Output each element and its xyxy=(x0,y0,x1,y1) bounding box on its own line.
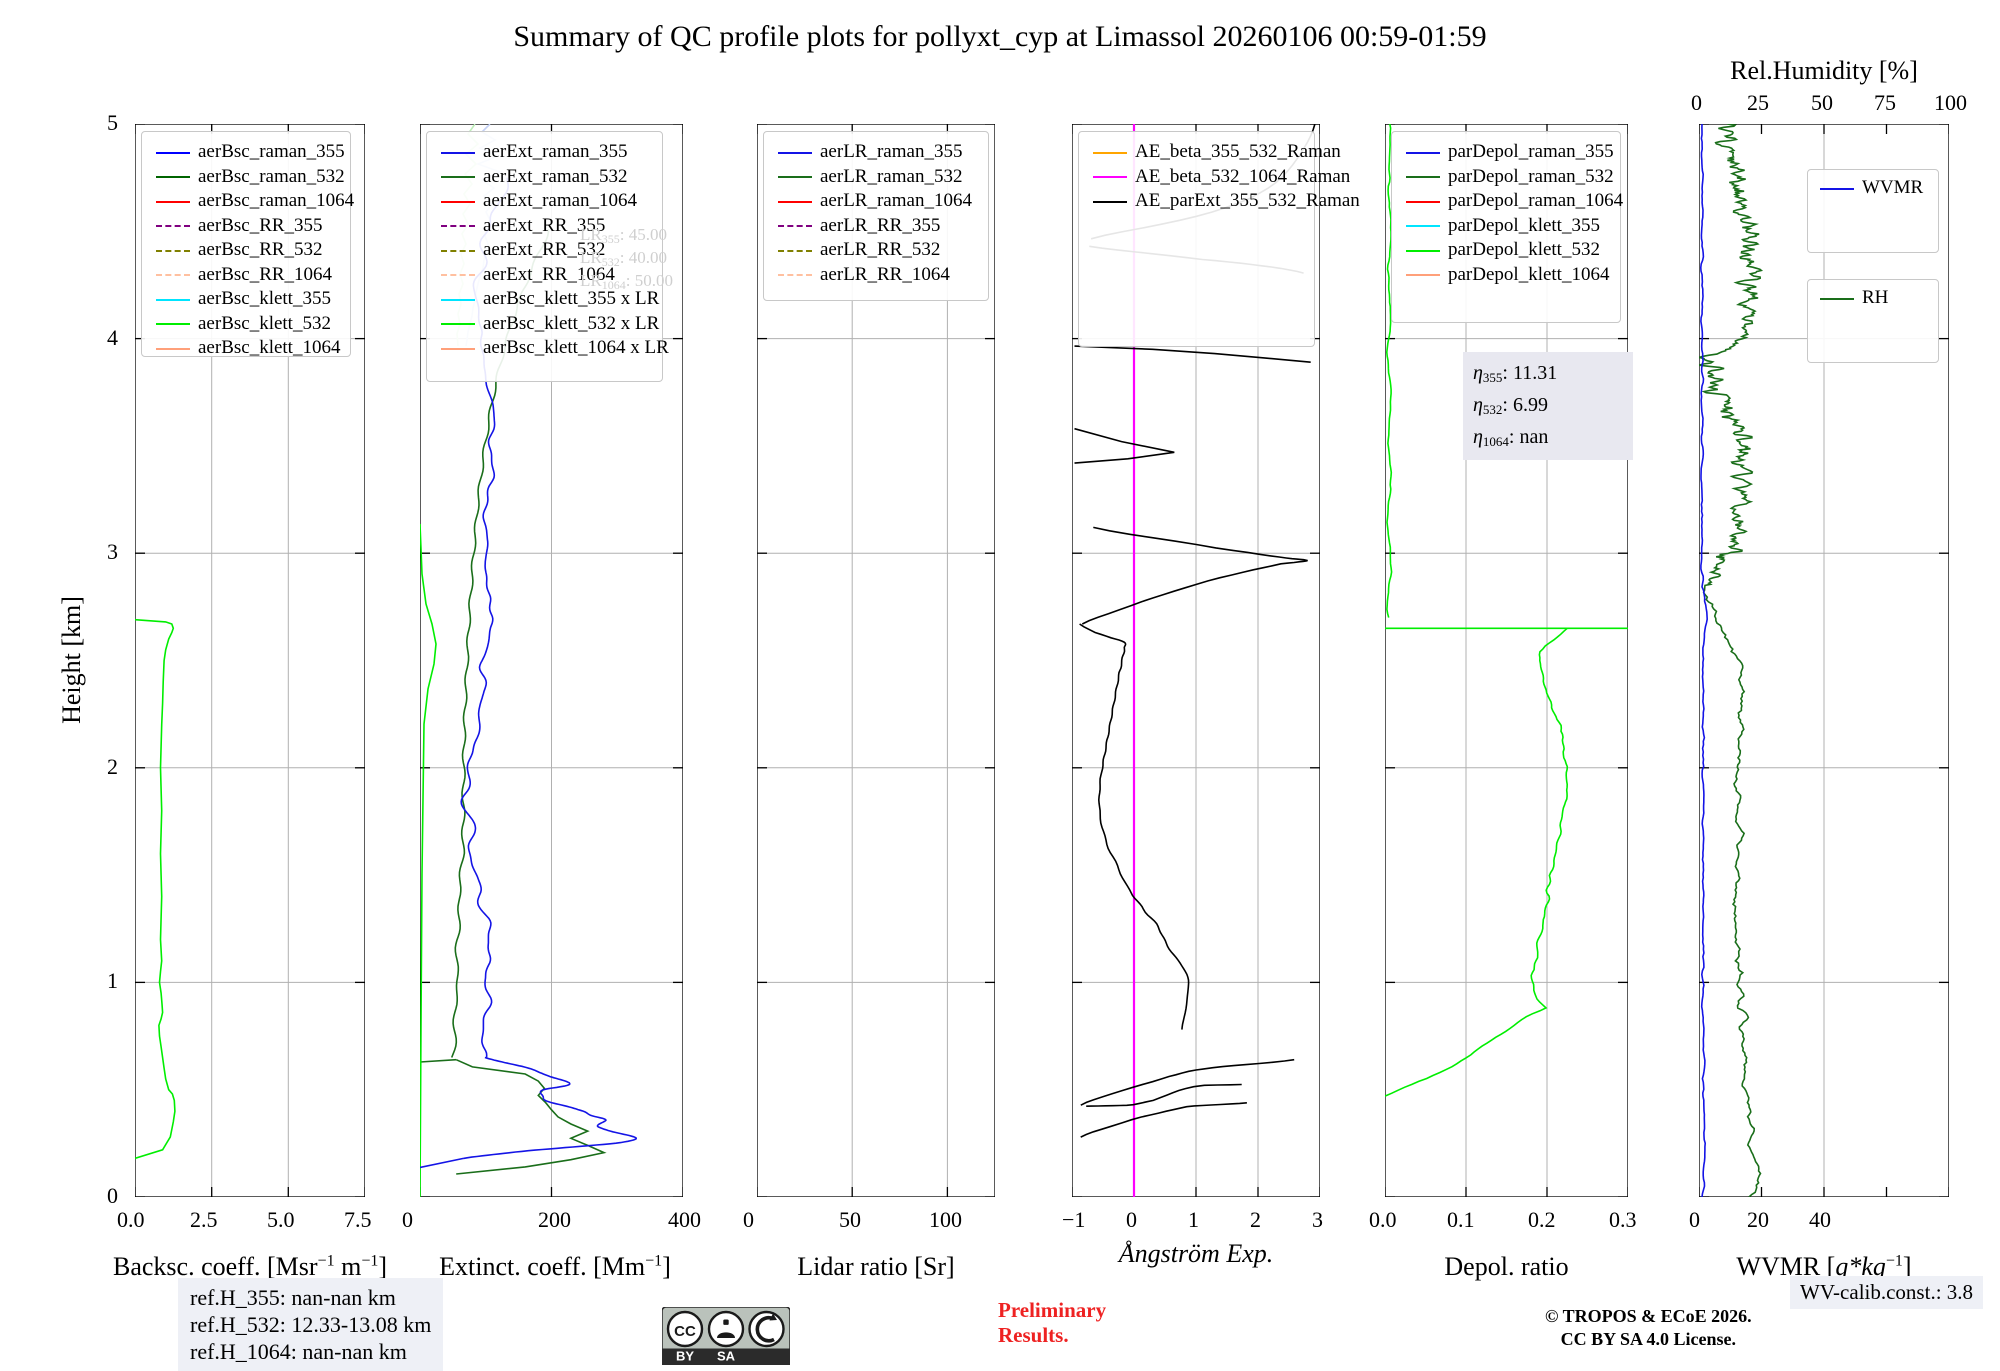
svg-text:CC: CC xyxy=(674,1323,696,1340)
svg-text:BY: BY xyxy=(676,1349,694,1364)
svg-text:SA: SA xyxy=(717,1349,736,1364)
